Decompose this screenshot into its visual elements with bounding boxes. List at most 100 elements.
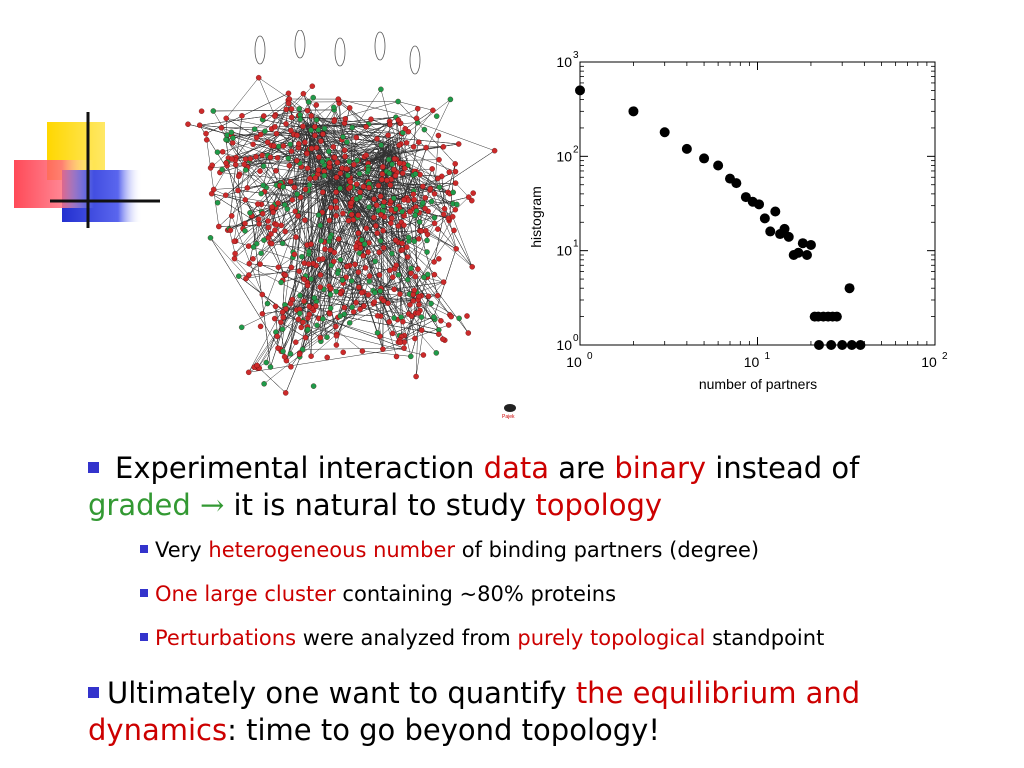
network-node: [308, 127, 314, 133]
network-node: [400, 318, 406, 325]
network-node: [268, 231, 274, 237]
network-node: [267, 364, 274, 370]
network-node: [440, 144, 447, 150]
network-node: [361, 303, 367, 309]
slide-decoration: [14, 112, 160, 228]
network-node: [405, 234, 412, 241]
y-tick-label: 10: [556, 243, 572, 259]
network-node: [305, 326, 311, 333]
bullet-square-icon: [140, 633, 148, 641]
network-node: [385, 300, 391, 306]
network-node: [317, 284, 323, 290]
network-node: [412, 212, 418, 219]
network-node: [393, 262, 400, 268]
network-node: [361, 241, 368, 247]
network-node: [335, 270, 341, 277]
network-node: [239, 113, 245, 119]
network-node: [447, 96, 454, 103]
network-node: [316, 154, 322, 160]
x-tick-label: 10: [744, 354, 760, 370]
network-node: [330, 144, 337, 150]
network-node: [351, 161, 357, 168]
network-node: [416, 139, 422, 145]
network-node: [306, 311, 313, 318]
network-node: [354, 157, 360, 164]
network-node: [431, 214, 438, 221]
network-node: [435, 331, 442, 337]
network-node: [283, 121, 289, 127]
data-point: [826, 340, 837, 350]
network-node: [306, 248, 312, 255]
network-node: [315, 127, 322, 133]
network-node: [374, 313, 381, 319]
network-node: [366, 204, 372, 210]
network-node: [387, 182, 394, 188]
network-node: [377, 288, 383, 294]
network-node: [435, 132, 442, 139]
network-node: [345, 172, 351, 179]
network-node: [298, 324, 304, 331]
x-axis-label: number of partners: [699, 376, 817, 392]
network-node: [387, 121, 393, 128]
network-node: [429, 166, 435, 172]
network-node: [246, 272, 252, 278]
network-node: [308, 276, 314, 282]
network-node: [341, 304, 348, 311]
network-node: [380, 227, 386, 234]
network-node: [395, 98, 401, 105]
network-node: [414, 105, 421, 112]
network-node: [280, 184, 286, 190]
network-node: [415, 266, 421, 272]
network-node: [491, 147, 498, 154]
network-node: [272, 113, 278, 119]
network-node: [374, 329, 381, 336]
network-node: [353, 299, 359, 306]
network-node: [260, 163, 267, 169]
network-node: [449, 213, 456, 220]
network-node: [255, 201, 261, 207]
network-node: [326, 160, 333, 166]
network-node: [452, 168, 459, 175]
network-node: [288, 106, 295, 112]
network-edges: [187, 77, 495, 394]
network-node: [259, 152, 265, 159]
network-node: [241, 161, 248, 168]
network-node: [203, 137, 210, 143]
network-node: [436, 256, 442, 262]
pajek-credit: Pajek: [502, 414, 515, 420]
data-point: [855, 340, 866, 350]
self-loop: [294, 30, 306, 59]
network-node: [395, 117, 402, 123]
network-node: [331, 258, 337, 265]
network-node: [257, 323, 264, 330]
network-node: [223, 136, 229, 143]
data-point: [837, 340, 848, 350]
network-node: [346, 158, 352, 165]
network-node: [272, 227, 278, 233]
network-node: [258, 190, 264, 197]
network-node: [299, 346, 306, 353]
network-node: [313, 117, 320, 123]
network-node: [326, 217, 333, 224]
network-node: [282, 228, 288, 235]
network-node: [275, 200, 281, 206]
network-node: [360, 252, 366, 259]
network-node: [333, 174, 340, 181]
network-node: [421, 274, 427, 281]
network-node: [465, 194, 472, 200]
network-node: [421, 126, 428, 133]
network-node: [355, 269, 362, 275]
data-point: [846, 340, 857, 350]
network-node: [416, 219, 423, 225]
network-node: [399, 247, 406, 253]
network-node: [294, 132, 300, 138]
network-node: [265, 224, 272, 231]
network-node: [347, 179, 354, 185]
x-tick-exponent: 2: [942, 351, 948, 362]
network-node: [313, 102, 320, 108]
network-node: [230, 135, 236, 141]
network-node: [332, 198, 339, 204]
network-node: [253, 153, 259, 160]
bullet-list: Experimental interaction data are binary…: [88, 450, 968, 749]
network-node: [293, 234, 299, 240]
